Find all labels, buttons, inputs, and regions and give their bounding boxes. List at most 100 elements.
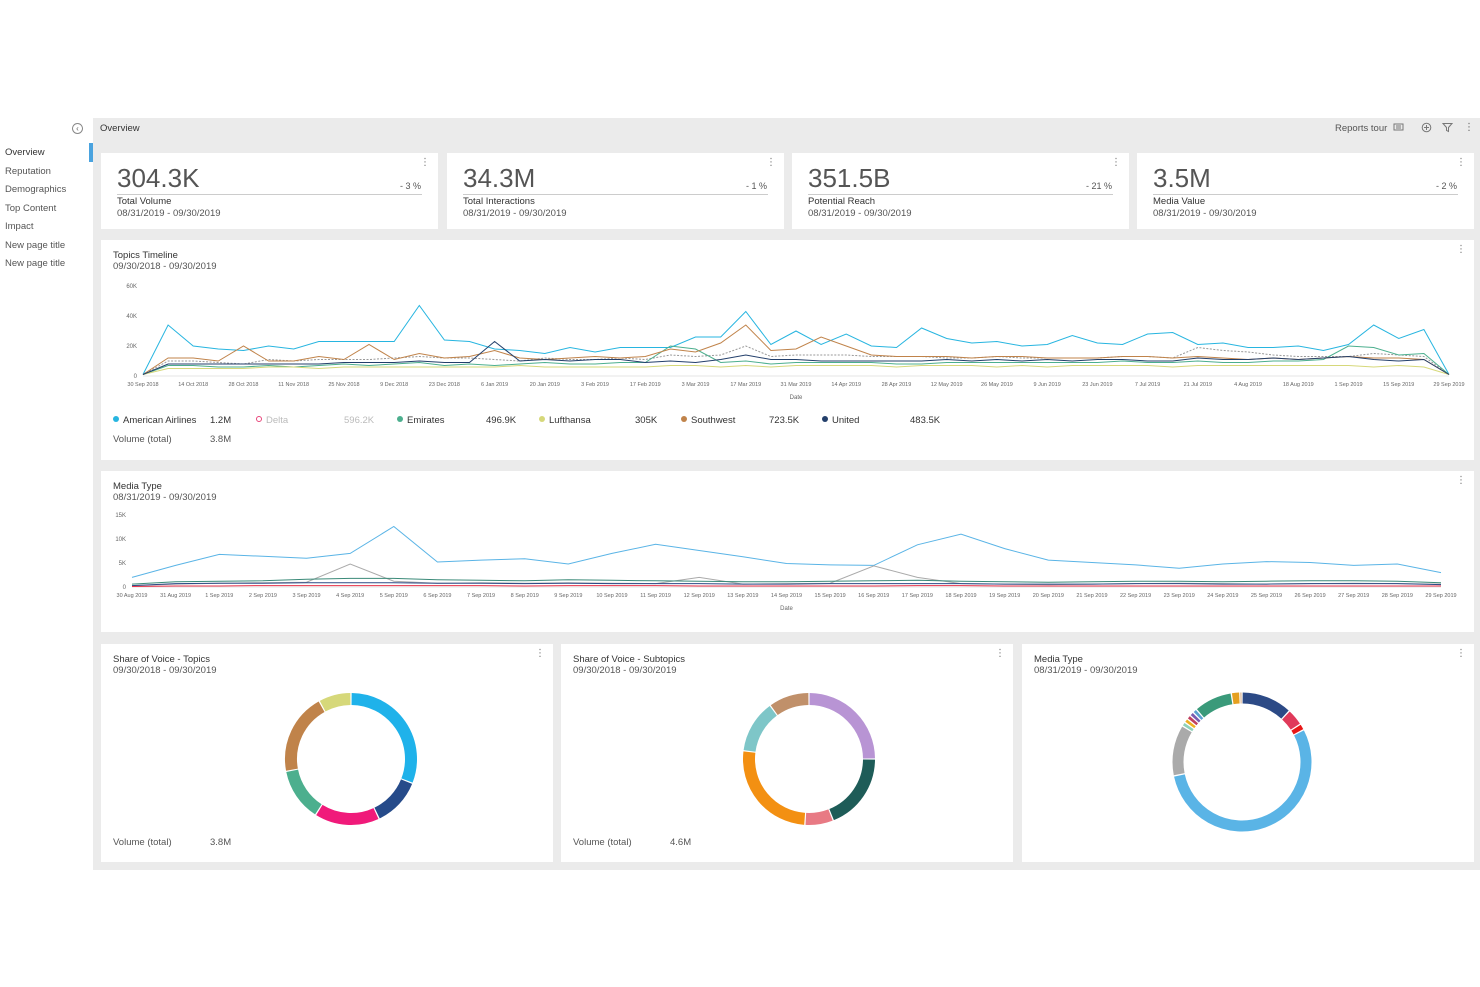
kpi-value: 304.3K xyxy=(117,163,200,193)
kpi-date-range: 08/31/2019 - 09/30/2019 xyxy=(463,208,567,219)
more-vertical-icon[interactable]: ⋮ xyxy=(1456,475,1466,486)
sidebar-item-new-page-1[interactable]: New page title xyxy=(5,239,66,251)
sidebar-item-new-page-2[interactable]: New page title xyxy=(5,258,66,269)
x-tick-label: 1 Sep 2019 xyxy=(205,593,233,599)
more-vertical-icon[interactable]: ⋮ xyxy=(1456,157,1466,168)
x-tick-label: 24 Sep 2019 xyxy=(1207,593,1238,599)
x-tick-label: 4 Sep 2019 xyxy=(336,593,364,599)
more-vertical-icon[interactable]: ⋮ xyxy=(1456,648,1466,659)
donut-slice xyxy=(1196,693,1233,718)
x-tick-label: 6 Sep 2019 xyxy=(423,593,451,599)
sidebar-item-reputation[interactable]: Reputation xyxy=(5,165,51,177)
series-line-2 xyxy=(131,577,1442,585)
more-vertical-icon[interactable]: ⋮ xyxy=(766,157,776,168)
donut-slice xyxy=(351,693,417,783)
topics-timeline-card: ⋮ Topics Timeline 09/30/2018 - 09/30/201… xyxy=(101,240,1474,460)
sidebar-item-top-content[interactable]: Top Content xyxy=(5,202,57,214)
x-tick-label: 20 Jan 2019 xyxy=(530,382,560,388)
series-line-lufthansa xyxy=(142,364,1450,375)
more-vertical-icon[interactable]: ⋮ xyxy=(535,648,545,659)
chevron-left-icon[interactable]: ‹ xyxy=(72,123,83,134)
kpi-date-range: 08/31/2019 - 09/30/2019 xyxy=(1153,208,1257,219)
donut-slice xyxy=(374,779,413,819)
legend-dot-icon xyxy=(397,416,403,422)
y-tick-label: 10K xyxy=(115,537,126,543)
divider xyxy=(808,194,1113,195)
volume-total-label: Volume (total) xyxy=(113,837,172,848)
y-tick-label: 20K xyxy=(126,344,137,350)
card-date-range: 09/30/2018 - 09/30/2019 xyxy=(113,665,217,676)
kpi-label: Total Interactions xyxy=(463,196,535,207)
x-tick-label: 26 May 2019 xyxy=(981,382,1013,388)
y-tick-label: 5K xyxy=(119,561,126,567)
legend-item-american-airlines[interactable]: American Airlines xyxy=(113,415,196,426)
media-type-line-card: ⋮ Media Type 08/31/2019 - 09/30/2019 0 5K… xyxy=(101,471,1474,632)
x-tick-label: 23 Jun 2019 xyxy=(1082,382,1112,388)
card-date-range: 09/30/2018 - 09/30/2019 xyxy=(113,261,217,272)
legend-dot-icon xyxy=(822,416,828,422)
more-vertical-icon[interactable]: ⋮ xyxy=(995,648,1005,659)
x-tick-label: 17 Sep 2019 xyxy=(902,593,933,599)
donut-slice xyxy=(743,751,806,825)
volume-total-value: 4.6M xyxy=(670,837,692,848)
x-tick-label: 23 Dec 2018 xyxy=(429,382,460,388)
reports-tour-link[interactable]: Reports tour xyxy=(1335,123,1388,134)
x-tick-label: 28 Oct 2018 xyxy=(228,382,258,388)
x-tick-label: 1 Sep 2019 xyxy=(1334,382,1362,388)
filter-icon[interactable] xyxy=(1441,122,1454,136)
kpi-delta: - 21 % xyxy=(1085,181,1112,191)
donut-slice xyxy=(1291,724,1304,735)
series-line-4 xyxy=(131,585,1441,587)
x-tick-label: 11 Nov 2018 xyxy=(278,382,309,388)
donut-slice xyxy=(743,705,778,752)
card-title: Media Type xyxy=(1034,654,1083,665)
sidebar-item-impact[interactable]: Impact xyxy=(5,221,34,232)
volume-total-label: Volume (total) xyxy=(573,837,632,848)
sidebar-item-overview[interactable]: Overview xyxy=(0,143,93,163)
x-tick-label: 9 Dec 2018 xyxy=(380,382,408,388)
more-vertical-icon[interactable]: ⋮ xyxy=(1456,244,1466,255)
donut-slice xyxy=(285,701,325,771)
kpi-delta: - 3 % xyxy=(399,181,421,191)
x-tick-label: 2 Sep 2019 xyxy=(249,593,277,599)
donut-slice xyxy=(319,693,351,712)
legend-item-lufthansa[interactable]: Lufthansa xyxy=(539,415,591,426)
x-tick-label: 16 Sep 2019 xyxy=(858,593,889,599)
volume-total-value: 3.8M xyxy=(210,837,232,848)
more-vertical-icon[interactable]: ⋮ xyxy=(1464,122,1474,133)
legend-value: 596.2K xyxy=(344,415,375,426)
sidebar-item-demographics[interactable]: Demographics xyxy=(5,184,67,195)
legend-value: 723.5K xyxy=(769,415,800,426)
media-type-line-chart: 0 5K 10K 15K 30 Aug 2019 31 Aug 2019 1 Sep 201… xyxy=(115,513,1456,612)
x-tick-label: 9 Sep 2019 xyxy=(554,593,582,599)
reports-tour-icon[interactable] xyxy=(1393,122,1404,136)
sov-topics-card: ⋮ Share of Voice - Topics 09/30/2018 - 0… xyxy=(101,644,553,862)
kpi-value: 351.5B xyxy=(808,163,891,193)
add-circle-icon[interactable] xyxy=(1421,122,1432,136)
x-tick-label: 14 Sep 2019 xyxy=(771,593,802,599)
y-tick-label: 60K xyxy=(126,284,137,290)
series-line-american-airlines xyxy=(142,304,1450,375)
more-vertical-icon[interactable]: ⋮ xyxy=(420,157,430,168)
donut-slice xyxy=(1185,719,1196,729)
more-vertical-icon[interactable]: ⋮ xyxy=(1111,157,1121,168)
x-tick-label: 8 Sep 2019 xyxy=(511,593,539,599)
volume-total-label: Volume (total) xyxy=(113,434,172,445)
kpi-label: Potential Reach xyxy=(808,196,876,207)
legend-item-emirates[interactable]: Emirates xyxy=(397,415,444,426)
divider xyxy=(1153,194,1458,195)
legend-value: 496.9K xyxy=(486,415,517,426)
kpi-date-range: 08/31/2019 - 09/30/2019 xyxy=(117,208,221,219)
x-tick-label: 31 Aug 2019 xyxy=(160,593,191,599)
kpi-card-total-volume: ⋮ 304.3K - 3 % Total Volume 08/31/2019 -… xyxy=(101,153,438,229)
legend-item-delta[interactable]: Delta xyxy=(256,415,288,426)
donut-slice xyxy=(316,804,379,825)
volume-total-value: 3.8M xyxy=(210,434,232,445)
x-tick-label: 25 Sep 2019 xyxy=(1251,593,1282,599)
x-tick-label: 21 Jul 2019 xyxy=(1184,382,1212,388)
legend-item-united[interactable]: United xyxy=(822,415,859,426)
legend-item-southwest[interactable]: Southwest xyxy=(681,415,735,426)
kpi-card-total-interactions: ⋮ 34.3M - 1 % Total Interactions 08/31/2… xyxy=(447,153,784,229)
x-tick-label: 23 Sep 2019 xyxy=(1164,593,1195,599)
donut-slice xyxy=(1282,711,1300,730)
